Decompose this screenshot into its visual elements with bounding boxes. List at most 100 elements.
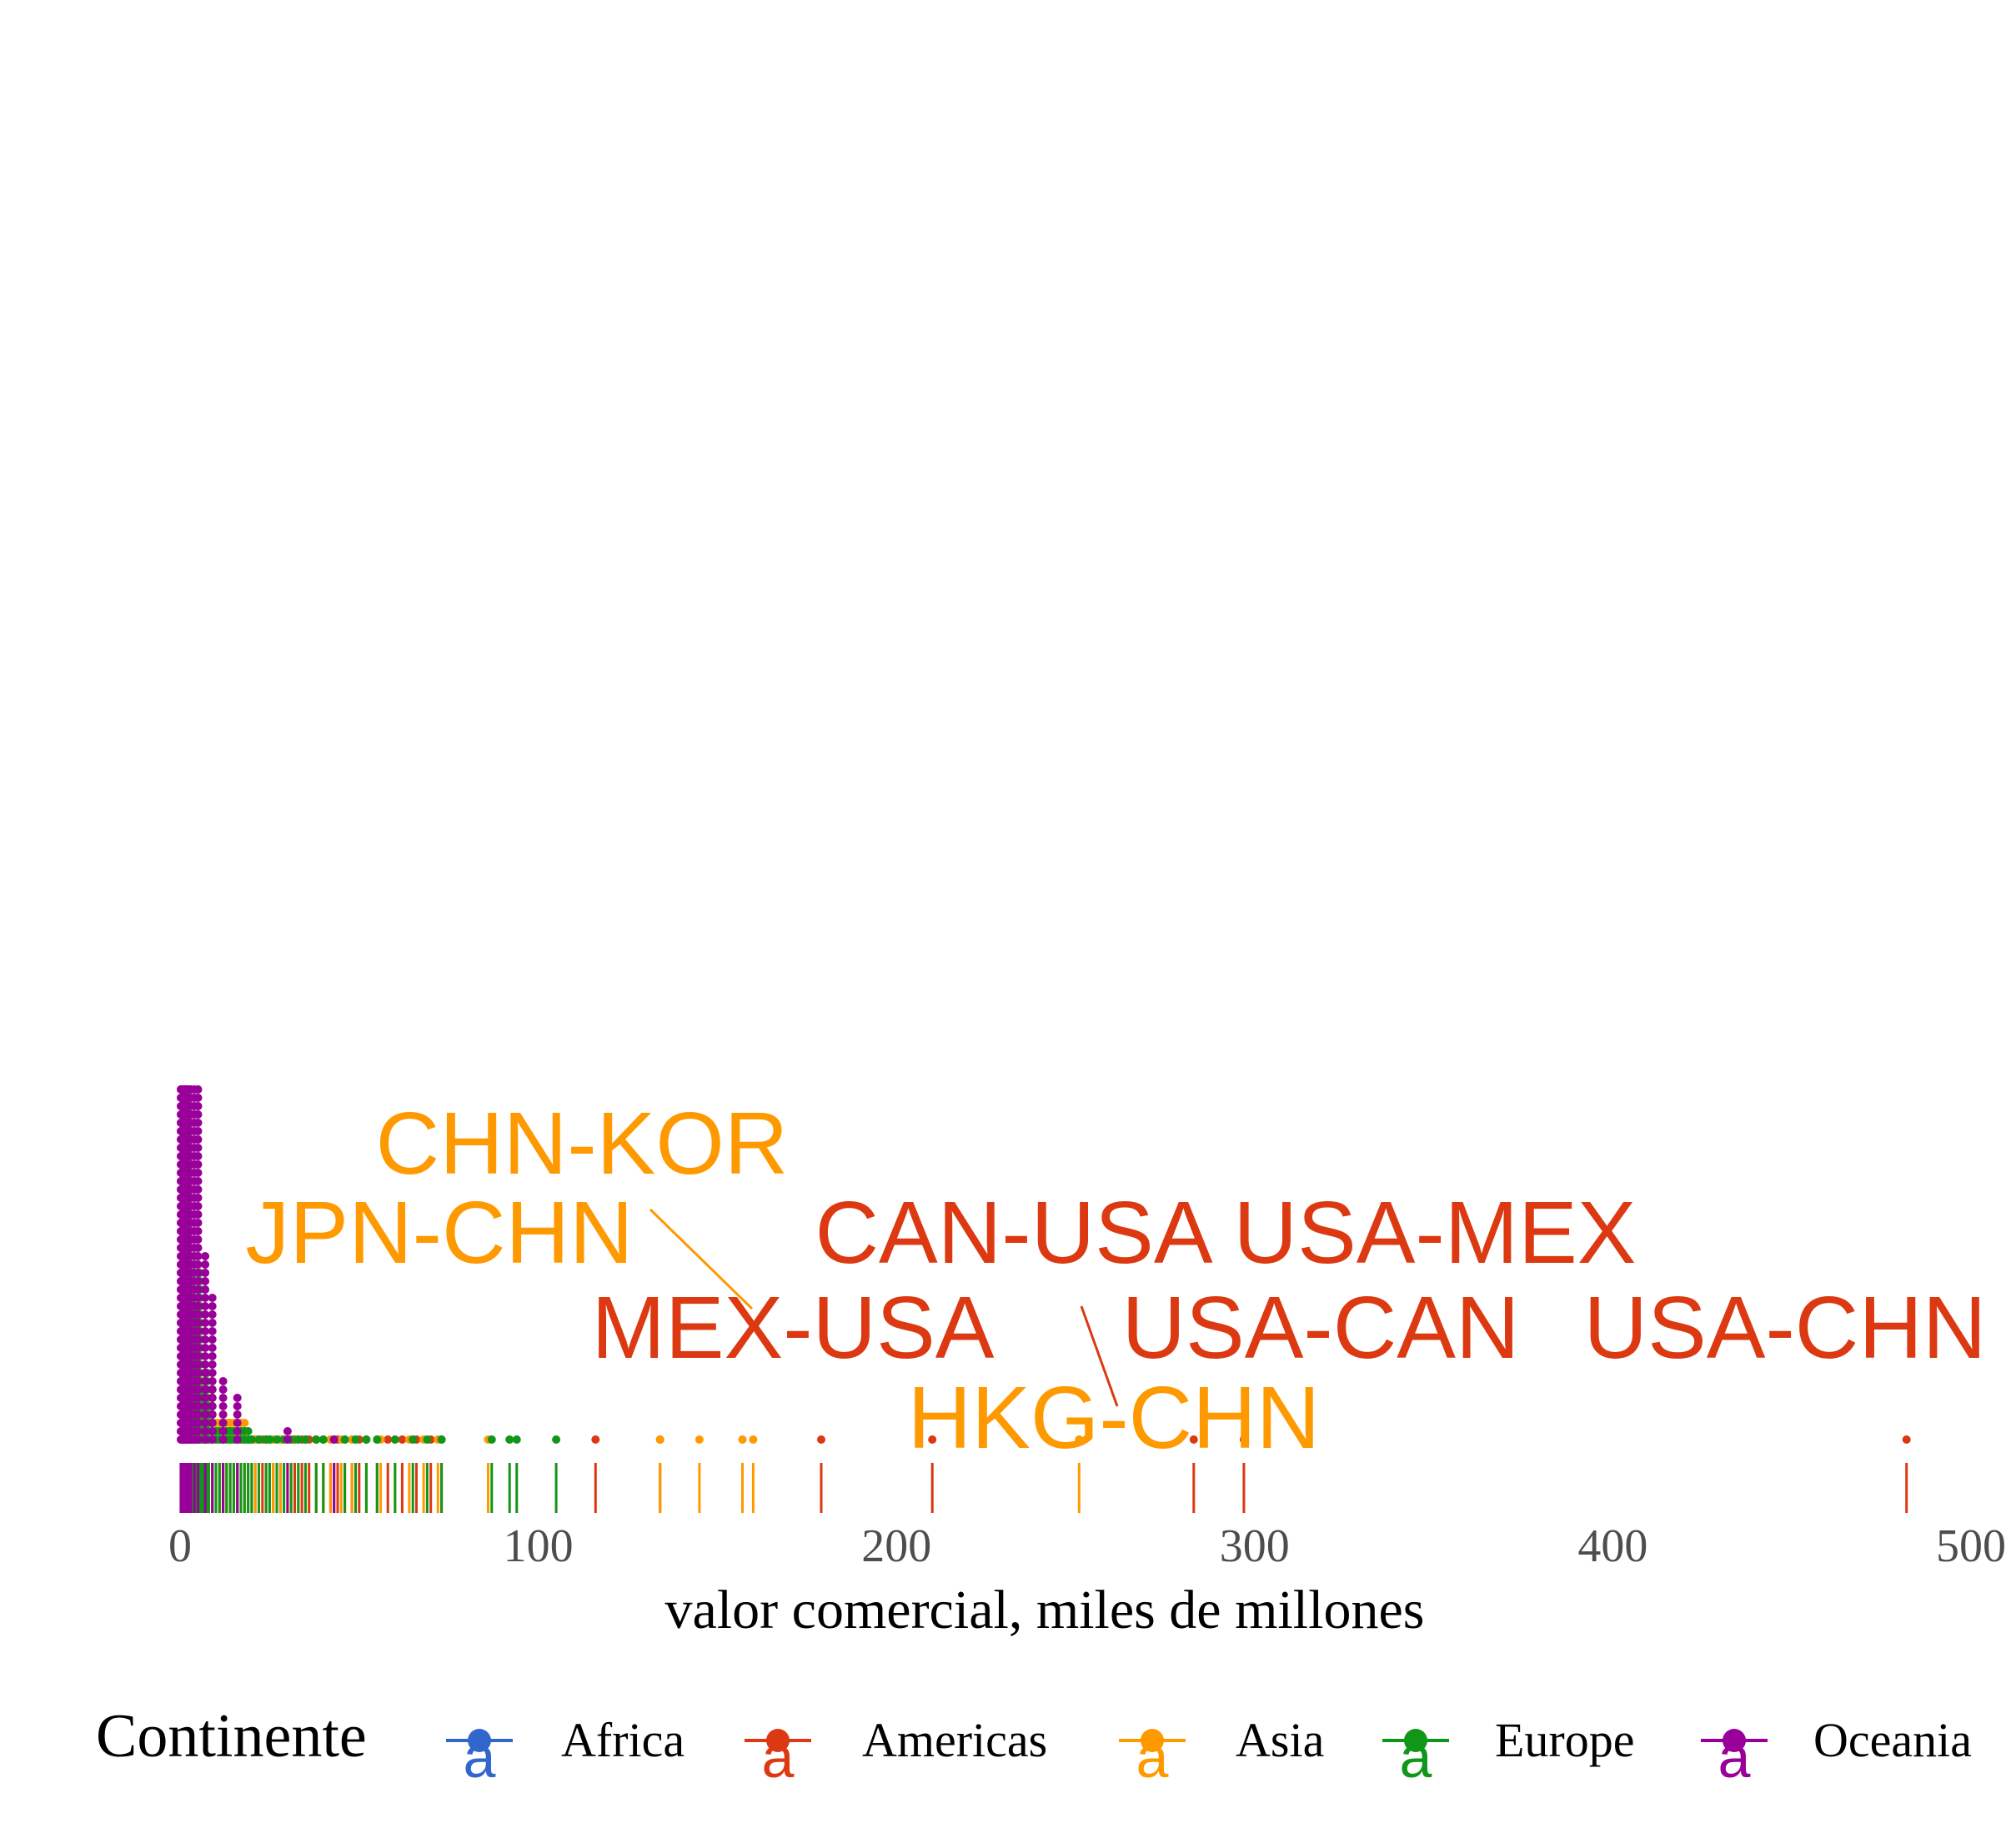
x-tick-label: 300 <box>1220 1520 1290 1572</box>
legend-key-glyph: a <box>1136 1725 1169 1790</box>
data-point <box>817 1435 825 1444</box>
data-point <box>208 1427 217 1435</box>
legend-key-point <box>468 1729 491 1752</box>
legend-label: Africa <box>561 1713 685 1767</box>
data-point <box>193 1202 203 1210</box>
data-point <box>208 1419 217 1427</box>
data-point <box>193 1302 203 1310</box>
series-oceania <box>176 1085 339 1444</box>
data-point <box>240 1419 249 1427</box>
data-point <box>201 1369 210 1377</box>
data-point <box>928 1435 937 1444</box>
data-point <box>193 1127 203 1135</box>
data-point <box>201 1252 210 1260</box>
x-tick-label: 200 <box>861 1520 931 1572</box>
data-point <box>193 1210 203 1219</box>
data-point <box>193 1085 203 1094</box>
x-axis-title: valor comercial, miles de millones <box>665 1580 1425 1640</box>
data-point <box>201 1285 210 1294</box>
data-point <box>201 1335 210 1344</box>
data-point <box>552 1435 561 1444</box>
legend-key-point <box>1404 1729 1427 1752</box>
data-point <box>193 1144 203 1152</box>
data-point <box>193 1327 203 1335</box>
label-leader-lines <box>649 1208 1119 1407</box>
data-point <box>193 1252 203 1260</box>
data-point <box>293 1435 303 1444</box>
data-point <box>193 1219 203 1227</box>
data-point <box>233 1419 242 1427</box>
data-point <box>193 1352 203 1360</box>
data-point <box>193 1160 203 1169</box>
data-point <box>193 1177 203 1185</box>
data-point <box>201 1327 210 1335</box>
data-point <box>351 1435 360 1444</box>
data-point <box>193 1235 203 1244</box>
data-point <box>193 1402 203 1410</box>
data-point <box>201 1385 210 1394</box>
data-point <box>193 1435 203 1444</box>
legend-item-asia: a Asia <box>1119 1713 1324 1790</box>
data-point <box>193 1094 203 1102</box>
data-point <box>201 1377 210 1385</box>
data-point <box>243 1427 253 1435</box>
data-point <box>193 1227 203 1235</box>
data-point <box>193 1360 203 1369</box>
data-point <box>218 1377 228 1385</box>
legend-title: Continente <box>96 1702 367 1770</box>
data-point <box>233 1427 242 1435</box>
data-point <box>233 1410 242 1419</box>
data-point <box>193 1419 203 1427</box>
data-point <box>193 1277 203 1285</box>
data-point <box>193 1260 203 1269</box>
point-label: USA-CAN <box>1121 1279 1519 1377</box>
legend-item-europe: a Europe <box>1382 1713 1635 1790</box>
rug-marks <box>179 1463 1908 1513</box>
x-tick-label: 400 <box>1577 1520 1647 1572</box>
data-point <box>193 1194 203 1202</box>
data-point <box>208 1377 217 1385</box>
data-point <box>487 1435 496 1444</box>
data-point <box>208 1435 217 1444</box>
data-point <box>208 1385 217 1394</box>
data-point <box>390 1435 399 1444</box>
data-point <box>193 1394 203 1402</box>
data-point <box>218 1394 228 1402</box>
data-point <box>398 1435 407 1444</box>
data-point <box>233 1394 242 1402</box>
point-label: HKG-CHN <box>908 1369 1321 1467</box>
data-point <box>193 1110 203 1119</box>
point-label: JPN-CHN <box>245 1184 633 1282</box>
data-point <box>233 1435 242 1444</box>
data-point <box>318 1435 328 1444</box>
data-point <box>312 1435 321 1444</box>
data-point <box>201 1319 210 1327</box>
legend-key-point <box>1141 1729 1164 1752</box>
data-point <box>208 1352 217 1360</box>
data-point <box>193 1344 203 1352</box>
data-point <box>201 1277 210 1285</box>
data-point <box>265 1435 274 1444</box>
data-point <box>1239 1435 1248 1444</box>
data-point <box>273 1435 281 1444</box>
data-point <box>201 1344 210 1352</box>
data-point <box>254 1435 263 1444</box>
data-point <box>437 1435 446 1444</box>
data-point <box>193 1410 203 1419</box>
data-point <box>301 1435 310 1444</box>
point-label: CHN-KOR <box>376 1094 789 1193</box>
legend: Continente a Africa a Americas a Asia a Europe a… <box>96 1702 1972 1790</box>
data-point <box>208 1402 217 1410</box>
data-point <box>201 1427 210 1435</box>
data-point <box>208 1394 217 1402</box>
data-point <box>193 1335 203 1344</box>
data-point <box>749 1435 758 1444</box>
data-point <box>208 1344 217 1352</box>
data-point <box>208 1319 217 1327</box>
data-point <box>201 1269 210 1277</box>
legend-key-glyph: a <box>1400 1725 1432 1790</box>
data-point <box>340 1435 349 1444</box>
data-point <box>193 1185 203 1194</box>
data-point <box>208 1327 217 1335</box>
